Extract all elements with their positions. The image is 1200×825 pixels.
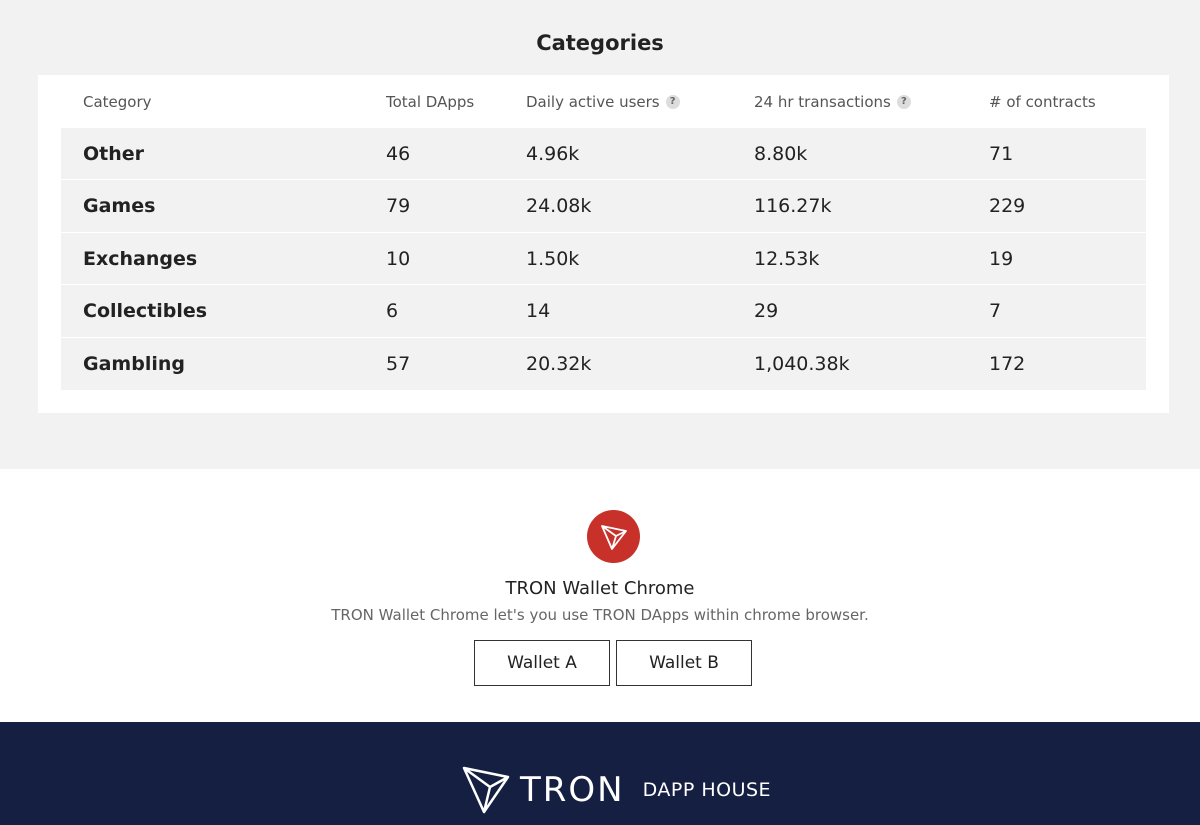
transactions-cell: 116.27k xyxy=(754,195,832,218)
table-row[interactable]: Games 79 24.08k 116.27k 229 xyxy=(61,180,1146,233)
contracts-cell: 71 xyxy=(989,143,1014,165)
help-icon[interactable]: ? xyxy=(896,95,911,109)
column-header-contracts: # of contracts xyxy=(989,93,1096,111)
tron-triangle-icon xyxy=(600,524,627,550)
total-dapps-cell: 57 xyxy=(386,352,411,375)
tron-logo-icon xyxy=(462,766,510,814)
column-header-daily-active-users: Daily active users? xyxy=(526,93,680,111)
wallet-title: TRON Wallet Chrome xyxy=(505,578,695,599)
table-header: Category Total DApps Daily active users?… xyxy=(38,75,1169,128)
total-dapps-cell: 79 xyxy=(386,195,411,218)
footer-logo[interactable]: TRON DAPP HOUSE xyxy=(462,765,771,815)
total-dapps-cell: 6 xyxy=(386,300,399,323)
contracts-cell: 7 xyxy=(989,300,1002,323)
category-name[interactable]: Other xyxy=(83,143,145,165)
wallet-section: TRON Wallet Chrome TRON Wallet Chrome le… xyxy=(0,469,1200,722)
category-name[interactable]: Gambling xyxy=(83,352,185,375)
table-row[interactable]: Other 46 4.96k 8.80k 71 xyxy=(61,128,1146,181)
transactions-cell: 8.80k xyxy=(754,143,808,165)
column-header-total-dapps: Total DApps xyxy=(386,93,475,111)
daily-active-users-cell: 1.50k xyxy=(526,247,580,270)
transactions-cell: 12.53k xyxy=(754,247,820,270)
wallet-b-button[interactable]: Wallet B xyxy=(616,640,752,686)
daily-active-users-cell: 24.08k xyxy=(526,195,592,218)
daily-active-users-cell: 14 xyxy=(526,300,551,323)
category-name[interactable]: Games xyxy=(83,195,156,218)
total-dapps-cell: 46 xyxy=(386,143,411,165)
categories-table: Category Total DApps Daily active users?… xyxy=(38,75,1169,413)
categories-title: Categories xyxy=(536,31,664,55)
table-row[interactable]: Collectibles 6 14 29 7 xyxy=(61,285,1146,338)
contracts-cell: 172 xyxy=(989,352,1026,375)
total-dapps-cell: 10 xyxy=(386,247,411,270)
daily-active-users-cell: 4.96k xyxy=(526,143,580,165)
table-body: Other 46 4.96k 8.80k 71 Games 79 24.08k … xyxy=(61,128,1146,390)
footer: TRON DAPP HOUSE xyxy=(0,722,1200,825)
wallet-description: TRON Wallet Chrome let's you use TRON DA… xyxy=(331,606,869,624)
contracts-cell: 229 xyxy=(989,195,1026,218)
column-header-24hr-transactions: 24 hr transactions? xyxy=(754,93,911,111)
transactions-cell: 29 xyxy=(754,300,779,323)
category-name[interactable]: Exchanges xyxy=(83,247,198,270)
wallet-a-button[interactable]: Wallet A xyxy=(474,640,610,686)
transactions-cell: 1,040.38k xyxy=(754,352,850,375)
categories-section: Categories Category Total DApps Daily ac… xyxy=(38,31,1169,413)
footer-brand: TRON xyxy=(520,770,625,810)
help-icon[interactable]: ? xyxy=(665,95,680,109)
contracts-cell: 19 xyxy=(989,247,1014,270)
footer-tagline: DAPP HOUSE xyxy=(642,779,772,801)
daily-active-users-cell: 20.32k xyxy=(526,352,592,375)
table-row[interactable]: Exchanges 10 1.50k 12.53k 19 xyxy=(61,232,1146,286)
column-header-category: Category xyxy=(83,93,152,111)
tron-logo-icon xyxy=(587,510,640,563)
category-name[interactable]: Collectibles xyxy=(83,300,208,323)
table-row[interactable]: Gambling 57 20.32k 1,040.38k 172 xyxy=(61,337,1146,390)
